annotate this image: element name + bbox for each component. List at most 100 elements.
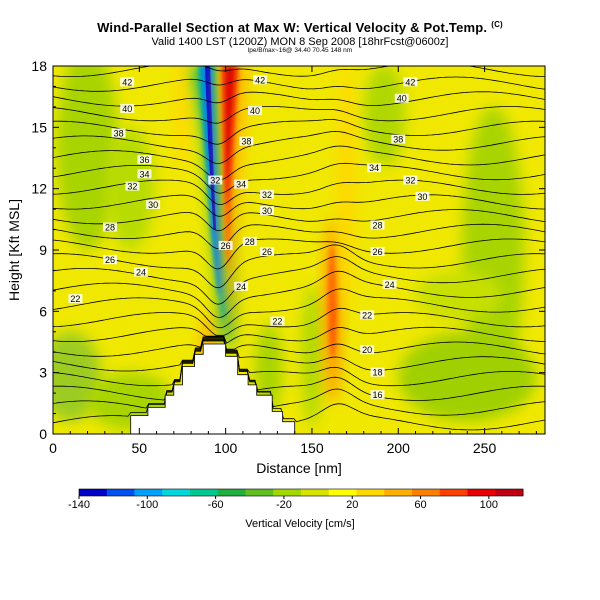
isentrope-label: 40 [397, 94, 407, 104]
isentrope-label-bg-8 [391, 134, 406, 144]
y-tick-label: 6 [39, 303, 47, 319]
isentrope-line-18 [53, 145, 545, 181]
y-tick-label: 3 [39, 365, 47, 381]
x-tick-label: 50 [132, 440, 148, 456]
chart-title-text: Wind-Parallel Section at Max W: Vertical… [97, 20, 488, 35]
x-tick-label: 100 [214, 440, 238, 456]
isentrope-label-bg-3 [120, 103, 135, 113]
velocity-shade-11 [328, 243, 338, 359]
colorbar-swatch [217, 489, 246, 496]
colorbar-swatch [412, 489, 441, 496]
isentrope-label-bg-2 [403, 77, 418, 87]
isentrope-label: 16 [373, 390, 383, 400]
isentrope-label-bg-4 [247, 105, 262, 115]
isentrope-line-12 [53, 238, 545, 270]
isentrope-line-0 [53, 340, 545, 431]
velocity-shade-7 [301, 284, 323, 428]
isentrope-label-bg-9 [137, 155, 152, 165]
isentrope-line-1 [53, 339, 545, 416]
x-tick-label: 0 [49, 440, 57, 456]
isentrope-label: 26 [105, 255, 115, 265]
x-tick-label: 250 [473, 440, 497, 456]
isentrope-label-bg-1 [253, 75, 268, 85]
isentrope-label-bg-31 [360, 345, 375, 355]
downdraft-core [204, 66, 217, 230]
isentrope-label-bg-22 [102, 255, 117, 265]
isentrope-label-bg-15 [403, 175, 418, 185]
velocity-shade-12 [337, 66, 356, 312]
isentrope-label-bg-25 [134, 267, 149, 277]
isentrope-label: 32 [262, 190, 272, 200]
isentrope-line-3 [53, 338, 545, 387]
isentrope-line-4 [53, 337, 545, 372]
isentrope-line-2 [53, 338, 545, 401]
chart-title: Wind-Parallel Section at Max W: Vertical… [0, 20, 600, 35]
location-line: lpe/Bmax~16@ 34.40 70.45 148 nm [247, 47, 353, 54]
colorbar-swatch [79, 489, 108, 496]
isentrope-line-14 [53, 209, 545, 232]
colorbar-swatch [467, 489, 496, 496]
terrain-mask [53, 343, 545, 434]
isentrope-label-bg-6 [111, 128, 126, 138]
isentrope-line-25 [53, 48, 545, 62]
isentrope-label-bg-16 [146, 200, 161, 210]
isentrope-label-bg-13 [125, 181, 140, 191]
isentrope-label-bg-32 [370, 367, 385, 377]
isentrope-label: 28 [245, 237, 255, 247]
isentrope-label-bg-18 [415, 191, 430, 201]
colorbar-tick-label: -60 [208, 499, 224, 511]
isentrope-label: 32 [127, 182, 137, 192]
y-tick-label: 12 [31, 181, 47, 197]
y-tick-label: 15 [31, 119, 47, 135]
isentrope-label-bg-26 [234, 281, 249, 291]
colorbar-swatch [495, 489, 524, 496]
valid-time-line: Valid 1400 LST (1200Z) MON 8 Sep 2008 [1… [151, 36, 449, 48]
y-axis-label: Height [Kft MSL] [6, 199, 22, 301]
y-tick-label: 9 [39, 242, 47, 258]
isentrope-label-bg-29 [270, 316, 285, 326]
isentrope-label: 28 [105, 223, 115, 233]
isentrope-line-6 [53, 326, 545, 344]
colorbar-tick-label: 20 [346, 499, 358, 511]
colorbar-swatch [273, 489, 302, 496]
isentrope-label: 30 [148, 200, 158, 210]
isentrope-line-22 [53, 91, 545, 107]
isentrope-label-bg-17 [260, 206, 275, 216]
isentrope-label-bg-28 [68, 294, 83, 304]
isentrope-line-23 [53, 76, 545, 92]
colorbar-swatch [162, 489, 191, 496]
isentrope-label: 20 [362, 345, 372, 355]
isentrope-label: 42 [405, 77, 415, 87]
isentrope-label: 32 [210, 175, 220, 185]
isentrope-line-5 [53, 336, 545, 357]
velocity-shade-5 [398, 331, 537, 422]
isentrope-label: 38 [241, 137, 251, 147]
colorbar-swatch [439, 489, 468, 496]
x-tick-label: 200 [387, 440, 411, 456]
isentrope-line-19 [53, 130, 545, 164]
isentrope-label-bg-19 [102, 222, 117, 232]
isentrope-label-bg-27 [382, 279, 397, 289]
isentrope-label: 30 [417, 192, 427, 202]
isentrope-label-bg-21 [370, 220, 385, 230]
isentrope-label-bg-34 [208, 175, 223, 185]
isentrope-label-bg-12 [367, 163, 382, 173]
colorbar-label: Vertical Velocity [cm/s] [245, 518, 354, 530]
colorbar-tick-label: 100 [480, 499, 498, 511]
colorbar-swatch [245, 489, 274, 496]
isentrope-label-bg-7 [239, 136, 254, 146]
isentrope-label-bg-10 [137, 169, 152, 179]
colorbar-tick-label: 60 [414, 499, 426, 511]
colorbar-frame [78, 488, 524, 497]
isentrope-label-bg-24 [370, 247, 385, 257]
isentrope-line-17 [53, 162, 545, 194]
isentrope-label: 38 [393, 135, 403, 145]
isentrope-line-9 [53, 270, 545, 318]
isentrope-label: 18 [373, 368, 383, 378]
isentrope-label: 36 [139, 155, 149, 165]
isentrope-label: 26 [221, 241, 231, 251]
isentrope-label-bg-5 [394, 93, 409, 103]
colorbar-swatch [384, 489, 413, 496]
